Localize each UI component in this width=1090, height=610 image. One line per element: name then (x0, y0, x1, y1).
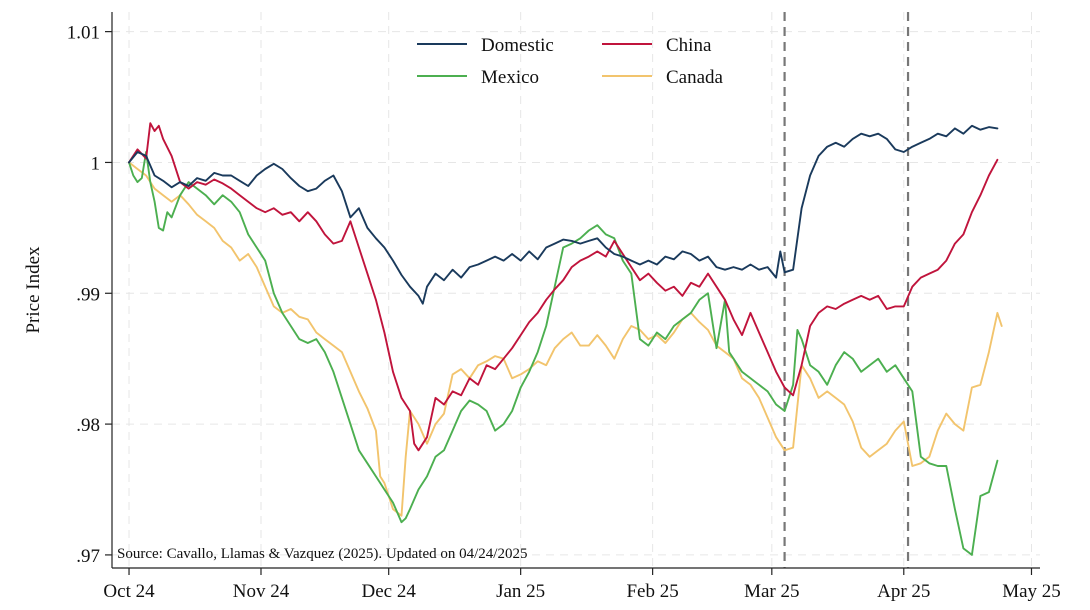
x-tick-label: Nov 24 (233, 581, 290, 602)
legend-item-canada: Canada (602, 67, 724, 88)
legend-item-china: China (602, 35, 712, 56)
legend-label: China (666, 35, 712, 56)
legend-label: Canada (666, 67, 724, 88)
x-tick-label: Feb 25 (626, 581, 678, 602)
y-tick-label: 1 (91, 153, 101, 174)
y-axis-title: Price Index (23, 246, 44, 334)
x-tick-label: May 25 (1002, 581, 1061, 602)
y-tick-label: .99 (76, 284, 100, 305)
x-tick-label: Jan 25 (496, 581, 545, 602)
legend-label: Domestic (481, 35, 554, 56)
series-line-mexico (128, 151, 999, 556)
axes (111, 12, 1040, 569)
series-line-canada (128, 161, 1003, 517)
legend-item-domestic: Domestic (417, 35, 554, 56)
x-tick-label: Apr 25 (877, 581, 930, 602)
series-line-domestic (128, 124, 999, 305)
series-line-china (128, 122, 999, 452)
event-markers (783, 12, 910, 568)
series-lines (128, 122, 1003, 556)
y-tick-label: .97 (76, 546, 100, 567)
x-tick-label: Oct 24 (103, 581, 155, 602)
x-tick-label: Mar 25 (744, 581, 799, 602)
x-tick-label: Dec 24 (362, 581, 417, 602)
gridlines (112, 12, 1040, 568)
legend: Domestic China Mexico Canada (417, 35, 724, 88)
y-tick-label: 1.01 (67, 23, 100, 44)
y-axis-ticks: 1.01 1 .99 .98 .97 (67, 23, 112, 567)
legend-label: Mexico (481, 67, 539, 88)
x-axis-ticks: Oct 24 Nov 24 Dec 24 Jan 25 Feb 25 Mar 25 Apr … (103, 568, 1061, 602)
source-note: Source: Cavallo, Llamas & Vazquez (2025)… (117, 546, 527, 562)
legend-item-mexico: Mexico (417, 67, 539, 88)
y-tick-label: .98 (76, 415, 100, 436)
